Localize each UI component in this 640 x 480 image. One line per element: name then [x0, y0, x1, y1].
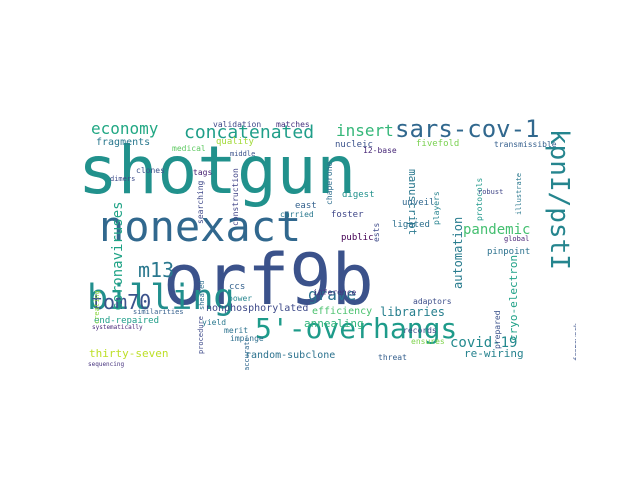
cloud-word: annealing [304, 317, 364, 330]
cloud-word: sequencing [88, 361, 125, 368]
cloud-word: shotgun [80, 132, 357, 209]
cloud-word: records [403, 326, 437, 335]
cloud-word: kpnI/pstI [544, 129, 574, 270]
cloud-word: efficiency [312, 306, 373, 317]
cloud-word: adaptors [413, 297, 452, 306]
cloud-word: foster [331, 210, 364, 220]
cloud-word: fragments [96, 137, 151, 148]
cloud-word: similarities [133, 308, 184, 316]
cloud-word: impinge [230, 334, 264, 343]
cloud-word: dimers [110, 175, 136, 183]
cloud-word: illustrate [515, 172, 523, 215]
cloud-word: ensures [411, 337, 445, 346]
cloud-word: covid-19 [450, 335, 518, 351]
cloud-word: 12-base [363, 146, 397, 155]
cloud-word: unveil [402, 198, 435, 208]
cloud-word: pinpoint [487, 247, 531, 257]
cloud-word: re-wiring [464, 347, 524, 360]
cloud-word: ests [372, 222, 381, 242]
cloud-word: insert [336, 121, 394, 140]
cloud-word: ccs [229, 282, 246, 292]
cloud-word: global [504, 235, 530, 243]
cloud-word: matches [276, 120, 310, 129]
word-cloud-canvas: shotgun orf9b nonexact billing 5'-overha… [80, 111, 576, 370]
cloud-word: players [432, 191, 441, 225]
cloud-word: sheared [198, 280, 206, 310]
cloud-word: nonexact [99, 202, 302, 251]
cloud-word: end-repaired [94, 316, 160, 326]
cloud-word: medical [172, 144, 206, 153]
cloud-word: libraries [380, 305, 446, 319]
cloud-word: tom70 [91, 290, 152, 314]
cloud-word: framework [573, 323, 576, 361]
cloud-word: merit [224, 326, 249, 335]
cloud-word: random-subclone [245, 350, 336, 361]
cloud-word: sars-cov-1 [395, 115, 540, 143]
cloud-word: east [295, 201, 317, 211]
cloud-word: systematically [92, 324, 143, 331]
cloud-word: fivefold [416, 139, 460, 149]
cloud-word: validation [213, 120, 262, 129]
cloud-word: thirty-seven [89, 347, 169, 360]
cloud-word: nonphosphorylated [206, 303, 309, 314]
cloud-word: construction [231, 168, 240, 226]
cloud-word: nucleic [335, 140, 373, 150]
cloud-word: procedure [197, 316, 205, 354]
cloud-word: prepared [493, 310, 502, 349]
cloud-word: orf9b [163, 239, 374, 321]
cloud-word: inference [313, 288, 357, 297]
cloud-word: quality [216, 137, 254, 147]
cloud-word: clones [136, 166, 165, 175]
cloud-word: concatenated [184, 122, 315, 143]
cloud-word: middle [230, 150, 256, 158]
cloud-word: pandemic [463, 222, 531, 238]
cloud-word: grave [308, 285, 357, 304]
cloud-word: power [228, 294, 253, 303]
cloud-word: carried [280, 210, 314, 219]
cloud-word: automation [451, 216, 465, 289]
cloud-word: transmissible [494, 140, 557, 149]
cloud-word: chaperone [325, 161, 334, 205]
cloud-word: public [341, 233, 374, 243]
cloud-word: 5'-overhangs [255, 312, 458, 345]
cloud-word: digest [342, 190, 375, 200]
cloud-word: robust [478, 188, 504, 196]
cloud-word: cryo-electron [507, 254, 520, 341]
cloud-word: ligated [392, 220, 430, 230]
cloud-word: yield [202, 318, 227, 327]
cloud-word: protocols [475, 177, 484, 221]
cloud-word: threat [378, 353, 407, 362]
cloud-word: billing [87, 278, 235, 318]
cloud-word: coronaviruses [110, 201, 126, 311]
cloud-word: creating [93, 290, 101, 324]
cloud-word: economy [91, 119, 159, 138]
cloud-word: m13 [138, 258, 175, 282]
cloud-word: searching [196, 180, 205, 224]
cloud-word: tags [193, 168, 213, 177]
